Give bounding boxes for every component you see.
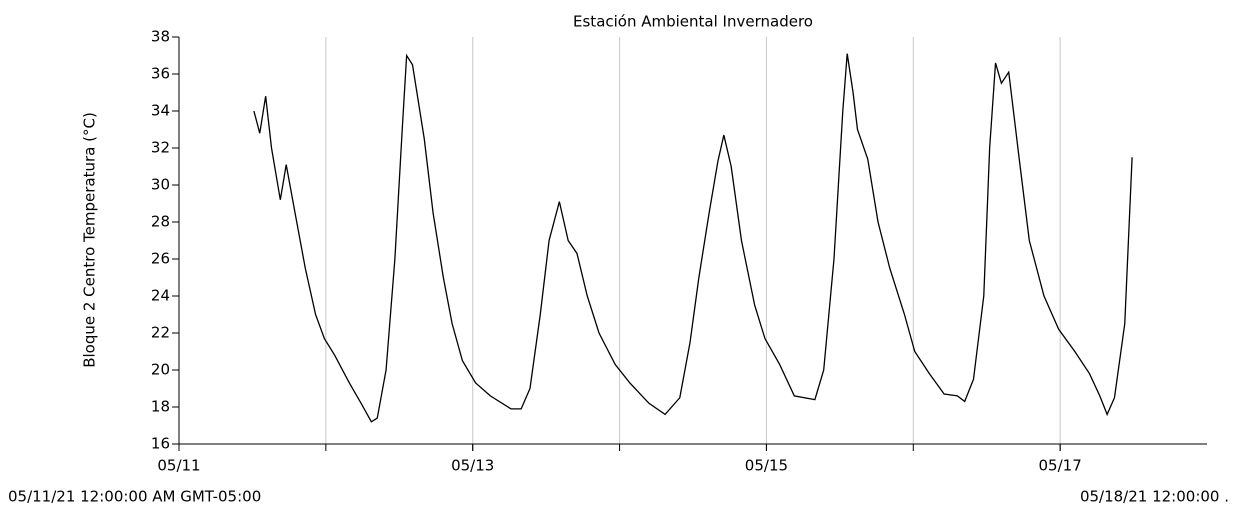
y-tick-label: 36 xyxy=(151,65,170,83)
y-tick-label: 30 xyxy=(151,176,170,194)
y-tick-label: 38 xyxy=(151,28,170,46)
x-tick-label: 05/11 xyxy=(157,457,200,475)
x-tick-label: 05/15 xyxy=(745,457,788,475)
data-line xyxy=(253,53,1133,423)
x-tick-label: 05/17 xyxy=(1039,457,1082,475)
y-tick-label: 20 xyxy=(151,361,170,379)
start-time-label: 05/11/21 12:00:00 AM GMT-05:00 xyxy=(8,488,261,506)
y-tick-label: 18 xyxy=(151,398,170,416)
y-tick-label: 28 xyxy=(151,213,170,231)
y-tick-label: 26 xyxy=(151,250,170,268)
y-tick-label: 34 xyxy=(151,102,170,120)
y-tick-label: 22 xyxy=(151,324,170,342)
y-tick-label: 16 xyxy=(151,435,170,453)
x-tick-label: 05/13 xyxy=(451,457,494,475)
chart-title: Estación Ambiental Invernadero xyxy=(573,13,813,31)
y-axis-label: Bloque 2 Centro Temperatura (°C) xyxy=(81,112,99,368)
y-tick-label: 24 xyxy=(151,287,170,305)
end-time-label: 05/18/21 12:00:00 . xyxy=(1080,488,1229,506)
y-tick-label: 32 xyxy=(151,139,170,157)
